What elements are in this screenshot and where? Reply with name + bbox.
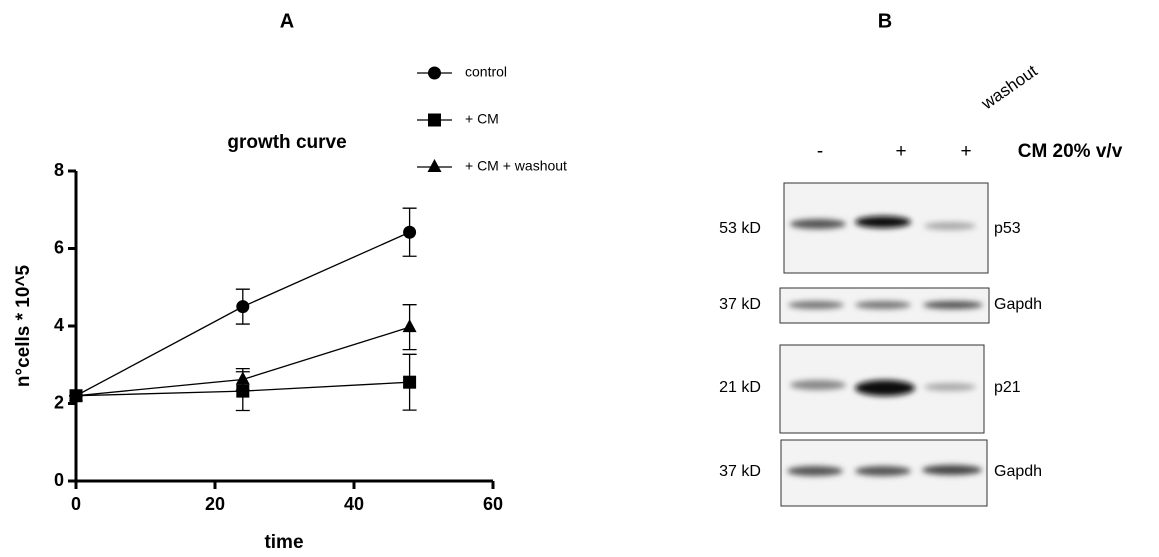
legend-label: + CM + washout: [465, 158, 567, 174]
x-tick-label: 20: [205, 494, 225, 514]
x-tick-label: 40: [344, 494, 364, 514]
band: [790, 219, 846, 229]
band: [922, 465, 982, 475]
marker: [403, 226, 416, 239]
band: [790, 380, 846, 390]
western-blot: washout - + + CM 20% v/v 53 kD p53 37 kD…: [719, 61, 1123, 506]
marker: [428, 159, 442, 172]
panel-label: A: [280, 10, 294, 32]
figure: A B growth curve time n°cells * 10^5 was…: [0, 0, 1159, 557]
y-axis-label: n°cells * 10^5: [13, 264, 34, 387]
x-tick-label: 0: [71, 494, 81, 514]
legend-label: control: [465, 64, 507, 80]
panel-label: B: [878, 10, 892, 32]
protein-label: p53: [994, 220, 1021, 237]
lane-label: +: [960, 141, 971, 162]
band: [924, 383, 976, 391]
y-tick-label: 2: [54, 392, 64, 412]
marker: [428, 114, 441, 127]
y-tick-label: 4: [54, 315, 64, 335]
band: [787, 466, 843, 476]
band: [924, 222, 976, 230]
band: [855, 380, 915, 396]
chart-title: growth curve: [227, 132, 346, 153]
y-tick-label: 6: [54, 237, 64, 257]
size-label: 53 kD: [719, 220, 761, 237]
protein-label: Gapdh: [994, 296, 1042, 313]
size-label: 21 kD: [719, 379, 761, 396]
marker: [236, 300, 249, 313]
y-tick-label: 8: [54, 160, 64, 180]
x-tick-label: 60: [483, 494, 503, 514]
marker: [403, 376, 416, 389]
band: [855, 466, 911, 476]
size-label: 37 kD: [719, 296, 761, 313]
lane-label: +: [895, 141, 906, 162]
protein-label: Gapdh: [994, 463, 1042, 480]
lane-label: -: [817, 141, 823, 162]
marker: [403, 319, 417, 332]
marker: [428, 67, 441, 80]
band: [855, 301, 911, 309]
lane-annotation: washout: [977, 61, 1041, 114]
size-label: 37 kD: [719, 463, 761, 480]
protein-label: p21: [994, 379, 1021, 396]
condition-label: CM 20% v/v: [1018, 141, 1123, 162]
band: [923, 301, 983, 309]
band: [855, 216, 911, 228]
band: [788, 301, 844, 309]
legend-label: + CM: [465, 111, 499, 127]
x-axis-label: time: [264, 532, 303, 553]
y-tick-label: 0: [54, 470, 64, 490]
